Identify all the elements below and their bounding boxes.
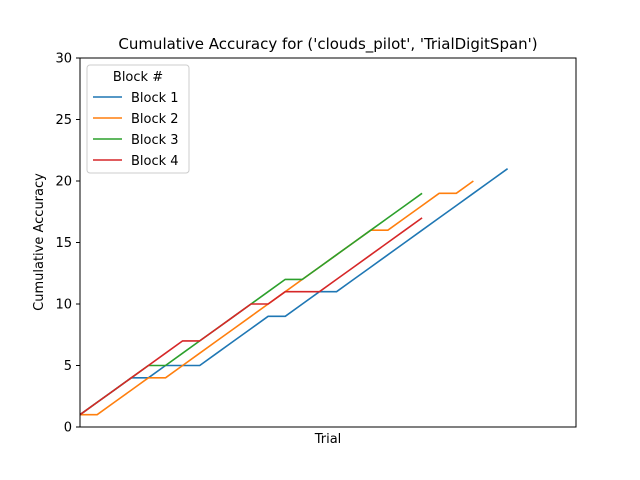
series-line-block-4 [79, 217, 423, 416]
legend-label-block-1: Block 1 [131, 91, 179, 106]
legend-title: Block # [113, 70, 163, 85]
x-axis-label: Trial [314, 432, 342, 447]
plot-area [79, 168, 509, 416]
legend-label-block-3: Block 3 [131, 133, 179, 148]
y-tick-label: 5 [64, 359, 72, 374]
y-axis: 0 5 10 15 20 25 30 [55, 52, 80, 436]
legend-label-block-2: Block 2 [131, 112, 179, 127]
legend-box [86, 64, 190, 174]
legend: Block # Block 1 Block 2 Block 3 Block 4 [86, 64, 190, 174]
y-axis-label: Cumulative Accuracy [32, 173, 47, 311]
y-tick-label: 10 [55, 298, 72, 313]
y-tick-label: 15 [55, 236, 72, 251]
chart-title: Cumulative Accuracy for ('clouds_pilot',… [118, 35, 537, 54]
y-tick-label: 30 [55, 52, 72, 67]
series-line-block-1 [79, 168, 509, 416]
y-tick-label: 0 [64, 421, 72, 436]
legend-label-block-4: Block 4 [131, 154, 179, 169]
y-tick-label: 20 [55, 175, 72, 190]
y-tick-label: 25 [55, 113, 72, 128]
